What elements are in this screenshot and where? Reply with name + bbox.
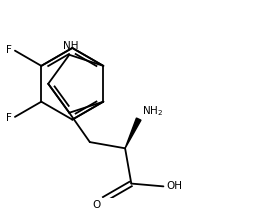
Polygon shape bbox=[125, 118, 141, 148]
Text: F: F bbox=[6, 113, 12, 123]
Text: F: F bbox=[6, 45, 12, 55]
Text: NH$_2$: NH$_2$ bbox=[141, 105, 163, 118]
Text: NH: NH bbox=[63, 41, 79, 51]
Text: O: O bbox=[92, 200, 100, 208]
Text: OH: OH bbox=[166, 181, 182, 191]
